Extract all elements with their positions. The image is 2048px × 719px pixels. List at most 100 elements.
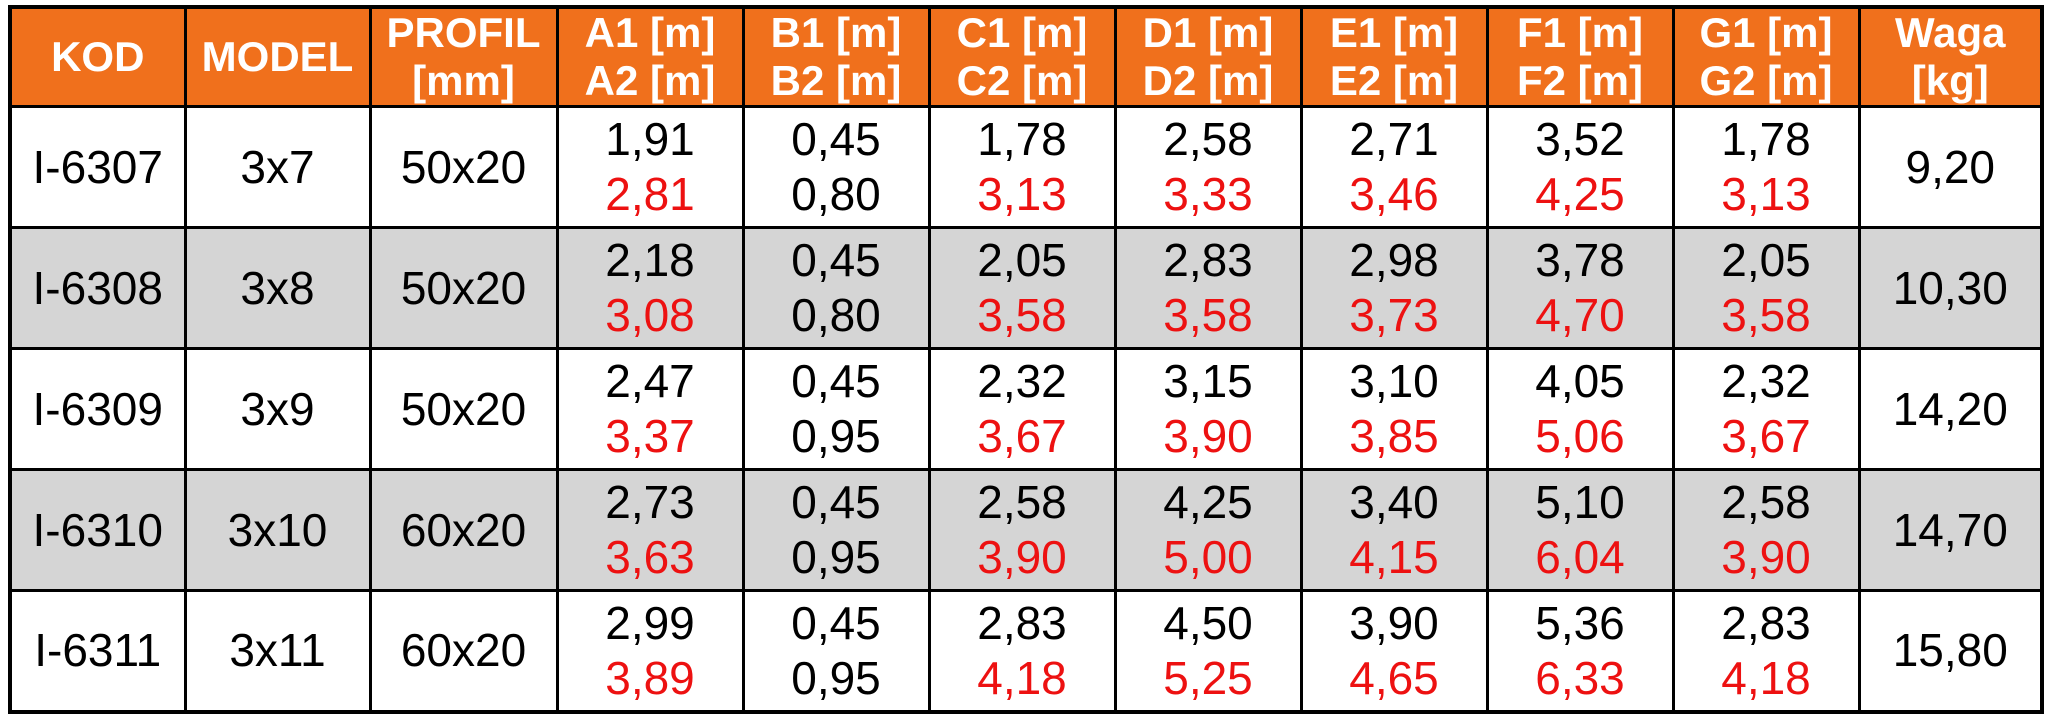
column-header-line2: [kg]: [1911, 57, 1989, 104]
cell-profil: 60x20: [368, 589, 559, 713]
a2-value: 3,08: [605, 289, 695, 341]
a1-value: 2,99: [605, 596, 695, 649]
column-header-line2: F2 [m]: [1517, 57, 1643, 104]
cell-profil: 50x20: [368, 226, 559, 350]
e1-value: 3,90: [1349, 596, 1439, 649]
c2-value: 3,58: [977, 289, 1067, 341]
e1-value: 2,98: [1349, 234, 1439, 286]
d2-value: 3,90: [1163, 410, 1253, 462]
cell-e: 3,10 3,85: [1299, 347, 1489, 471]
column-header-line1: KOD: [51, 33, 145, 80]
column-header-line1: E1 [m]: [1329, 9, 1459, 56]
d1-value: 3,15: [1163, 355, 1253, 407]
cell-b: 0,45 0,80: [741, 226, 931, 350]
column-header-5d: C1 [m] C2 [m]: [927, 5, 1117, 108]
profil-value: 60x20: [400, 503, 527, 556]
g1-value: 2,32: [1721, 355, 1811, 407]
d2-value: 3,58: [1163, 289, 1253, 341]
cell-g: 2,58 3,90: [1671, 468, 1861, 592]
column-header-line1: F1 [m]: [1517, 9, 1643, 56]
cell-profil: 50x20: [368, 105, 559, 229]
a1-value: 2,47: [605, 355, 695, 407]
g2-value: 3,58: [1721, 289, 1811, 341]
cell-f: 3,52 4,25: [1485, 105, 1675, 229]
a2-value: 3,63: [605, 531, 695, 583]
g2-value: 3,90: [1721, 531, 1811, 583]
table-row: I-6310 3x10 60x20 2,73 3,63 0,45 0,95 2,…: [8, 468, 2044, 592]
kod-value: I-6311: [34, 624, 162, 677]
column-header-4d: B1 [m] B2 [m]: [741, 5, 931, 108]
e2-value: 3,73: [1349, 289, 1439, 341]
waga-value: 14,20: [1892, 382, 2008, 435]
e2-value: 3,85: [1349, 410, 1439, 462]
c2-value: 3,67: [977, 410, 1067, 462]
waga-value: 10,30: [1892, 261, 2008, 314]
b2-value: 0,80: [791, 168, 881, 220]
cell-e: 2,98 3,73: [1299, 226, 1489, 350]
cell-c: 2,58 3,90: [927, 468, 1117, 592]
column-header-line2: E2 [m]: [1329, 57, 1459, 104]
cell-g: 2,83 4,18: [1671, 589, 1861, 713]
cell-kod: I-6307: [8, 105, 187, 229]
c1-value: 2,32: [977, 355, 1067, 407]
cell-a: 2,99 3,89: [555, 589, 745, 713]
cell-kod: I-6309: [8, 347, 187, 471]
column-header-8d: F1 [m] F2 [m]: [1485, 5, 1675, 108]
cell-waga: 15,80: [1857, 589, 2044, 713]
cell-e: 3,40 4,15: [1299, 468, 1489, 592]
model-value: 3x7: [240, 140, 315, 193]
e2-value: 4,65: [1349, 651, 1439, 704]
cell-kod: I-6310: [8, 468, 187, 592]
cell-f: 5,36 6,33: [1485, 589, 1675, 713]
a2-value: 3,89: [605, 651, 695, 704]
g1-value: 2,83: [1721, 596, 1811, 649]
kod-value: I-6310: [32, 503, 163, 556]
cell-model: 3x7: [183, 105, 372, 229]
model-value: 3x11: [229, 624, 326, 677]
b1-value: 0,45: [791, 596, 881, 649]
b2-value: 0,95: [791, 410, 881, 462]
b1-value: 0,45: [791, 355, 881, 407]
cell-a: 2,18 3,08: [555, 226, 745, 350]
cell-b: 0,45 0,80: [741, 105, 931, 229]
a1-value: 2,18: [605, 234, 695, 286]
cell-waga: 9,20: [1857, 105, 2044, 229]
a1-value: 1,91: [605, 113, 695, 165]
column-header-2d: PROFIL [mm]: [368, 5, 559, 108]
f1-value: 3,78: [1535, 234, 1625, 286]
cell-d: 4,25 5,00: [1113, 468, 1303, 592]
column-header-line2: C2 [m]: [956, 57, 1088, 104]
model-value: 3x9: [240, 382, 315, 435]
table-row: I-6308 3x8 50x20 2,18 3,08 0,45 0,80 2,0…: [8, 226, 2044, 350]
c2-value: 3,90: [977, 531, 1067, 583]
column-header-line2: D2 [m]: [1142, 57, 1274, 104]
b1-value: 0,45: [791, 113, 881, 165]
e2-value: 3,46: [1349, 168, 1439, 220]
column-header-line1: G1 [m]: [1699, 9, 1833, 56]
b1-value: 0,45: [791, 234, 881, 286]
column-header-line1: B1 [m]: [770, 9, 902, 56]
table-row: I-6311 3x11 60x20 2,99 3,89 0,45 0,95 2,…: [8, 589, 2044, 713]
c1-value: 2,58: [977, 476, 1067, 528]
column-header-line2: A2 [m]: [584, 57, 716, 104]
b1-value: 0,45: [791, 476, 881, 528]
f2-value: 4,25: [1535, 168, 1625, 220]
cell-f: 3,78 4,70: [1485, 226, 1675, 350]
g1-value: 2,58: [1721, 476, 1811, 528]
column-header-10d: Waga [kg]: [1857, 5, 2044, 108]
f1-value: 5,10: [1535, 476, 1625, 528]
column-header-line2: B2 [m]: [770, 57, 902, 104]
waga-value: 15,80: [1892, 624, 2008, 677]
table-row: I-6307 3x7 50x20 1,91 2,81 0,45 0,80 1,7…: [8, 105, 2044, 229]
d2-value: 3,33: [1163, 168, 1253, 220]
b2-value: 0,95: [791, 651, 881, 704]
table-row: I-6309 3x9 50x20 2,47 3,37 0,45 0,95 2,3…: [8, 347, 2044, 471]
d1-value: 2,58: [1163, 113, 1253, 165]
d1-value: 2,83: [1163, 234, 1253, 286]
cell-a: 1,91 2,81: [555, 105, 745, 229]
column-header-line2: G2 [m]: [1699, 57, 1833, 104]
cell-kod: I-6308: [8, 226, 187, 350]
column-header-line1: PROFIL: [386, 9, 541, 56]
cell-model: 3x11: [183, 589, 372, 713]
model-value: 3x8: [240, 261, 315, 314]
